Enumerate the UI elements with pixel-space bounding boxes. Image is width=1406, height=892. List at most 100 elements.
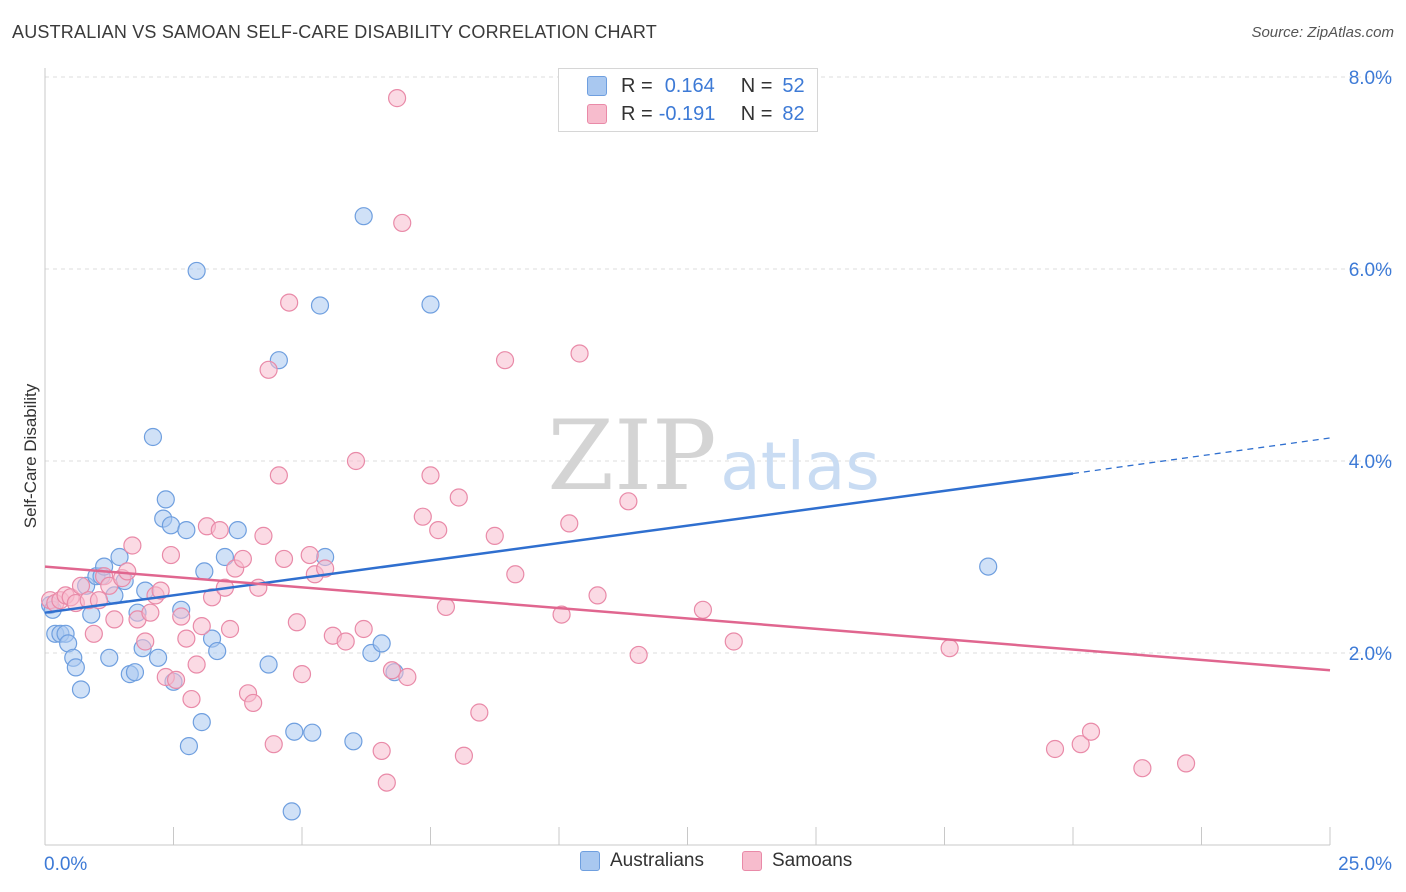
samoan-point bbox=[724, 632, 743, 651]
samoan-point bbox=[377, 773, 396, 792]
samoan-point bbox=[552, 605, 571, 624]
trend-lines bbox=[44, 437, 1331, 672]
samoan-point bbox=[693, 600, 713, 619]
source-label: Source: ZipAtlas.com bbox=[1251, 24, 1394, 41]
australian-point bbox=[71, 680, 91, 699]
data-points bbox=[41, 89, 1196, 821]
samoans-swatch bbox=[587, 104, 607, 124]
samoan-point bbox=[151, 581, 170, 600]
samoan-point bbox=[118, 562, 137, 581]
australians-legend-swatch bbox=[580, 851, 600, 871]
samoan-point bbox=[470, 703, 489, 722]
samoan-point bbox=[141, 603, 160, 622]
australian-point bbox=[282, 802, 301, 821]
samoan-point bbox=[413, 507, 432, 526]
samoans-trend-line bbox=[44, 565, 1331, 672]
axes bbox=[44, 68, 1331, 846]
legend-n-label: N = bbox=[740, 102, 773, 125]
legend-r-label: R = bbox=[621, 102, 653, 125]
samoan-point bbox=[210, 521, 229, 540]
australian-point bbox=[177, 521, 196, 540]
samoan-point bbox=[372, 741, 391, 761]
samoan-point bbox=[336, 632, 355, 651]
australian-point bbox=[179, 737, 199, 756]
samoan-point bbox=[166, 670, 186, 689]
australians-trend-extension bbox=[1072, 437, 1331, 475]
samoan-point bbox=[105, 610, 124, 629]
correlation-legend: R = 0.164 N = 52 R = -0.191 N = 82 bbox=[558, 68, 818, 132]
australian-point bbox=[421, 295, 440, 314]
australian-point bbox=[228, 521, 247, 540]
samoan-point bbox=[619, 492, 638, 511]
legend-n-value: 82 bbox=[782, 102, 805, 125]
australian-point bbox=[143, 427, 163, 447]
axis-labels: 2.0% 4.0% 6.0% 8.0% 0.0% 25.0% Self-Care Disab… bbox=[21, 68, 1392, 875]
samoan-point bbox=[398, 667, 417, 687]
australian-point bbox=[66, 658, 85, 677]
samoan-point bbox=[274, 549, 294, 569]
samoan-point bbox=[280, 293, 299, 312]
x-tick-label-max: 25.0% bbox=[1338, 854, 1392, 875]
samoan-point bbox=[382, 661, 402, 680]
samoan-point bbox=[940, 639, 959, 658]
samoan-point bbox=[177, 629, 196, 648]
x-tick-label-min: 0.0% bbox=[44, 854, 87, 875]
legend-n-value: 52 bbox=[782, 74, 805, 97]
samoan-point bbox=[387, 89, 407, 108]
australian-point bbox=[195, 562, 214, 581]
samoan-point bbox=[172, 607, 191, 626]
legend-r-value: 0.164 bbox=[664, 74, 715, 97]
australian-point bbox=[303, 723, 322, 742]
legend-row-australians: R = 0.164 N = 52 bbox=[559, 72, 805, 100]
samoan-point bbox=[300, 545, 319, 565]
y-axis-title: Self-Care Disability bbox=[21, 383, 40, 528]
samoan-point bbox=[1081, 722, 1101, 741]
samoan-point bbox=[287, 613, 306, 632]
samoan-point bbox=[495, 351, 515, 370]
samoan-point bbox=[182, 689, 201, 709]
australian-point bbox=[344, 732, 363, 751]
samoan-point bbox=[485, 526, 504, 545]
australians-legend-label: Australians bbox=[610, 850, 704, 871]
samoan-point bbox=[454, 746, 474, 765]
australian-point bbox=[310, 296, 330, 315]
samoan-point bbox=[161, 545, 181, 565]
y-tick-label: 6.0% bbox=[1349, 260, 1392, 281]
samoan-point bbox=[136, 632, 155, 651]
australian-point bbox=[148, 648, 168, 667]
australian-point bbox=[156, 490, 175, 509]
samoan-point bbox=[264, 735, 283, 754]
samoan-point bbox=[292, 665, 312, 684]
samoan-point bbox=[187, 655, 206, 674]
australian-point bbox=[354, 207, 373, 226]
legend-n-label: N = bbox=[740, 74, 773, 97]
samoan-point bbox=[570, 344, 589, 363]
australian-point bbox=[192, 713, 211, 732]
samoan-point bbox=[254, 526, 273, 545]
australian-point bbox=[161, 516, 181, 535]
samoan-point bbox=[588, 586, 607, 605]
samoan-point bbox=[436, 597, 456, 617]
samoan-point bbox=[71, 576, 91, 595]
samoan-point bbox=[259, 360, 278, 379]
y-tick-label: 2.0% bbox=[1349, 644, 1392, 665]
samoan-point bbox=[233, 549, 252, 569]
samoan-point bbox=[449, 488, 468, 507]
legend-row-samoans: R = -0.191 N = 82 bbox=[559, 100, 805, 128]
samoan-point bbox=[354, 619, 373, 639]
y-tick-label: 4.0% bbox=[1349, 452, 1392, 473]
samoan-point bbox=[629, 645, 648, 665]
samoan-point bbox=[84, 624, 103, 643]
samoan-point bbox=[560, 514, 579, 533]
australian-point bbox=[285, 722, 304, 741]
bottom-legend-samoans: Samoans bbox=[742, 850, 852, 872]
samoan-point bbox=[123, 536, 142, 555]
samoan-point bbox=[1071, 735, 1090, 754]
samoan-point bbox=[346, 451, 366, 471]
australian-point bbox=[259, 655, 278, 674]
samoan-point bbox=[269, 466, 288, 485]
australian-point bbox=[208, 641, 227, 661]
samoan-point bbox=[393, 213, 412, 233]
australian-point bbox=[215, 547, 234, 567]
